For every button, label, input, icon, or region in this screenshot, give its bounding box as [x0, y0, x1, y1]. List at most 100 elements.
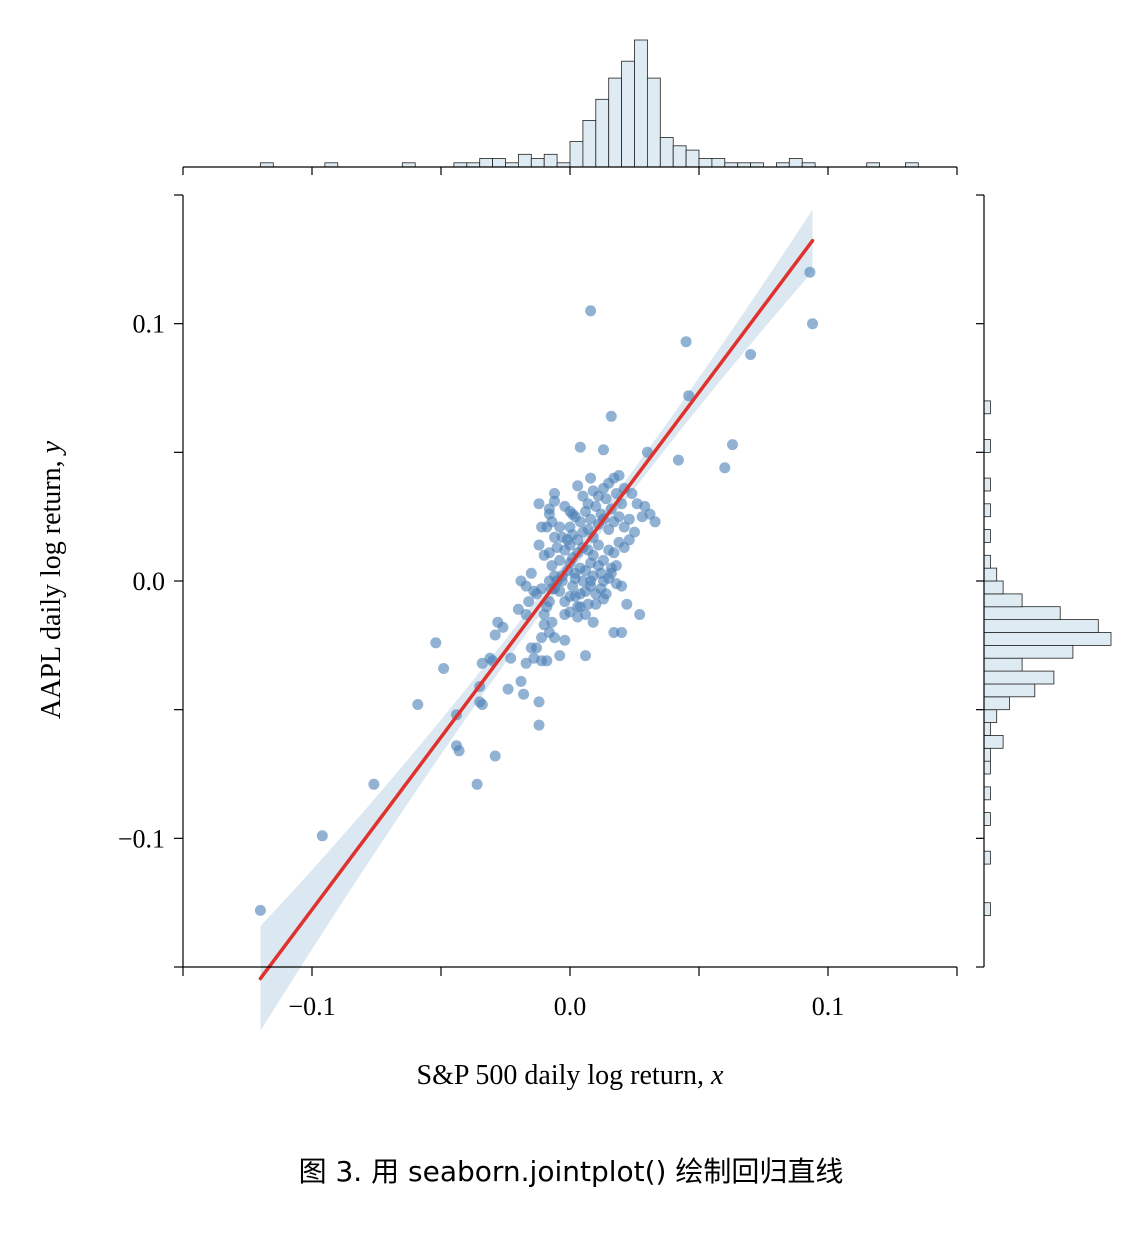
- x-tick-label: 0.1: [812, 992, 845, 1021]
- y-histogram-bar: [983, 760, 991, 775]
- x-histogram-bar: [518, 153, 532, 168]
- scatter-point: [316, 830, 328, 842]
- scatter-point: [520, 657, 532, 669]
- scatter-point: [569, 572, 581, 584]
- scatter-point: [582, 524, 594, 535]
- y-histogram-bar: [983, 554, 991, 569]
- y-histogram-bar: [983, 644, 1074, 659]
- x-histogram-bar: [685, 149, 700, 168]
- x-histogram-bar: [492, 158, 506, 168]
- scatter-point: [626, 488, 638, 499]
- x-histogram-bar: [569, 141, 584, 168]
- x-histogram-bar: [401, 162, 416, 168]
- scatter-point: [608, 627, 620, 638]
- x-histogram-bar: [724, 162, 739, 168]
- scatter-point: [574, 441, 586, 453]
- regression-line-layer: [258, 238, 815, 981]
- scatter-point: [520, 580, 532, 592]
- x-histogram-bar: [801, 162, 816, 168]
- x-tick-label: −0.1: [288, 992, 335, 1021]
- x-tick-label: 0.0: [554, 992, 587, 1021]
- scatter-points-layer: [254, 266, 818, 916]
- scatter-point: [489, 750, 501, 762]
- scatter-point: [430, 637, 442, 649]
- y-tick-label: 0.1: [133, 310, 166, 339]
- scatter-point: [512, 603, 524, 615]
- y-histogram-bar: [983, 696, 1010, 711]
- x-axis-variable: x: [710, 1060, 724, 1091]
- y-histogram-bar: [983, 619, 1099, 633]
- scatter-point: [549, 632, 560, 644]
- scatter-point: [598, 575, 609, 587]
- scatter-point: [536, 521, 548, 533]
- y-histogram-bar: [983, 503, 991, 518]
- y-axis-label: AAPL daily log return, y: [36, 440, 67, 719]
- y-histogram-bar: [983, 439, 991, 453]
- scatter-point: [598, 554, 609, 566]
- y-histogram-bar: [983, 722, 991, 736]
- scatter-point: [580, 585, 591, 597]
- scatter-point: [438, 663, 450, 674]
- scatter-point: [634, 609, 646, 620]
- x-histogram-bar: [788, 158, 803, 168]
- scatter-point: [618, 521, 630, 533]
- scatter-point: [471, 778, 483, 790]
- scatter-point: [497, 621, 509, 633]
- scatter-point: [585, 472, 597, 484]
- x-histogram-bar: [505, 162, 519, 168]
- scatter-point: [572, 480, 584, 492]
- scatter-point: [727, 439, 738, 451]
- scatter-point: [559, 634, 571, 646]
- y-tick-label: −0.1: [118, 824, 165, 853]
- scatter-point: [502, 683, 514, 695]
- scatter-point: [623, 534, 635, 546]
- scatter-point: [580, 650, 591, 662]
- figure-caption: 图 3. 用 seaborn.jointplot() 绘制回归直线: [298, 1155, 844, 1188]
- scatter-point: [525, 567, 537, 579]
- y-tick-label: 0.0: [133, 567, 166, 596]
- regression-confidence-band: [260, 209, 813, 1032]
- x-histogram-bar: [711, 158, 726, 168]
- scatter-point: [719, 462, 731, 474]
- scatter-point: [574, 601, 586, 613]
- x-histogram-bar: [479, 158, 494, 168]
- scatter-point: [564, 506, 576, 517]
- scatter-point: [564, 521, 576, 533]
- scatter-point: [613, 511, 625, 523]
- scatter-point: [807, 318, 818, 330]
- scatter-point: [518, 688, 530, 700]
- scatter-point: [368, 778, 380, 790]
- scatter-point: [616, 580, 628, 592]
- x-histogram-bar: [608, 77, 623, 168]
- scatter-point: [621, 598, 633, 610]
- y-histogram-bar: [983, 400, 991, 415]
- x-histogram-bar: [530, 158, 545, 168]
- y-histogram-bar: [983, 670, 1055, 685]
- y-histogram-bar: [983, 580, 1004, 595]
- scatter-point: [605, 410, 617, 422]
- scatter-point: [533, 719, 545, 731]
- scatter-point: [453, 745, 465, 757]
- y-histogram-bar: [983, 593, 1023, 608]
- scatter-point: [600, 588, 612, 600]
- x-histogram-bar: [582, 120, 597, 168]
- x-histogram-bar: [595, 98, 610, 168]
- x-histogram-bar: [737, 162, 752, 168]
- x-histogram-bar: [634, 39, 648, 168]
- scatter-point: [649, 516, 661, 528]
- scatter-point: [533, 696, 545, 708]
- scatter-point: [603, 524, 615, 535]
- x-histogram-bar: [866, 162, 881, 168]
- scatter-point: [574, 562, 586, 574]
- scatter-point: [804, 266, 816, 278]
- scatter-point: [476, 699, 488, 710]
- scatter-point: [598, 444, 609, 456]
- scatter-point: [543, 503, 555, 515]
- scatter-point: [745, 349, 757, 360]
- y-histogram-bar: [983, 683, 1036, 698]
- y-histogram-bar: [983, 477, 991, 492]
- scatter-point: [531, 642, 542, 654]
- y-histogram-bar: [983, 567, 998, 582]
- scatter-point: [546, 560, 558, 572]
- scatter-point: [536, 632, 548, 644]
